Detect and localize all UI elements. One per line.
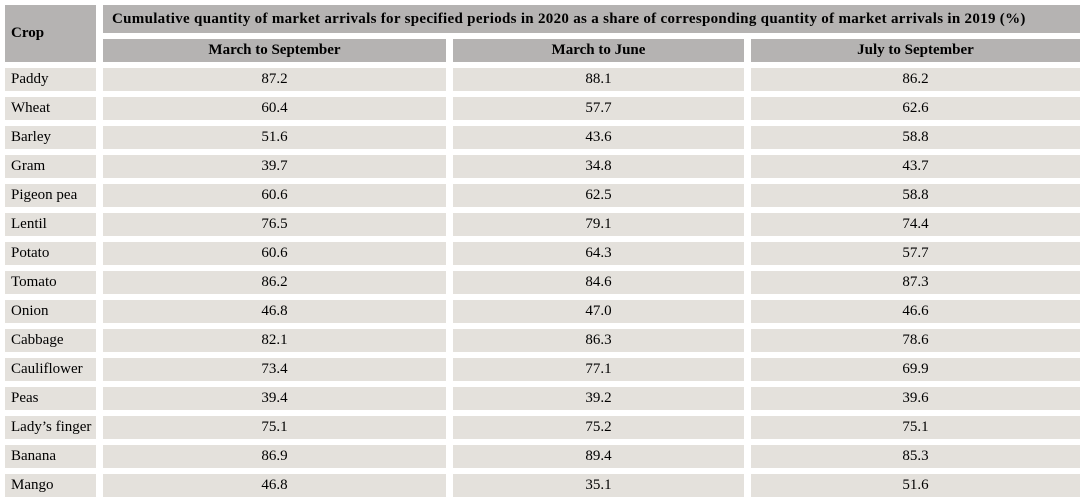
value-cell-march-to-june: 77.1 xyxy=(453,358,744,381)
value-cell-march-to-june: 79.1 xyxy=(453,213,744,236)
crop-name-cell: Onion xyxy=(5,300,96,323)
value-cell-march-to-june: 47.0 xyxy=(453,300,744,323)
value-cell-march-to-september: 82.1 xyxy=(103,329,446,352)
col-header-march-to-june: March to June xyxy=(453,39,744,62)
value-cell-july-to-september: 46.6 xyxy=(751,300,1080,323)
value-cell-july-to-september: 69.9 xyxy=(751,358,1080,381)
value-cell-july-to-september: 74.4 xyxy=(751,213,1080,236)
value-cell-march-to-june: 34.8 xyxy=(453,155,744,178)
crop-name-cell: Lentil xyxy=(5,213,96,236)
crop-name-cell: Wheat xyxy=(5,97,96,120)
crop-name-cell: Tomato xyxy=(5,271,96,294)
crop-name-cell: Potato xyxy=(5,242,96,265)
value-cell-march-to-june: 84.6 xyxy=(453,271,744,294)
value-cell-march-to-june: 88.1 xyxy=(453,68,744,91)
value-cell-march-to-september: 60.6 xyxy=(103,184,446,207)
col-header-march-to-september: March to September xyxy=(103,39,446,62)
value-cell-march-to-september: 39.4 xyxy=(103,387,446,410)
value-cell-july-to-september: 62.6 xyxy=(751,97,1080,120)
value-cell-march-to-june: 89.4 xyxy=(453,445,744,468)
crop-name-cell: Barley xyxy=(5,126,96,149)
value-cell-march-to-june: 64.3 xyxy=(453,242,744,265)
value-cell-july-to-september: 85.3 xyxy=(751,445,1080,468)
value-cell-july-to-september: 86.2 xyxy=(751,68,1080,91)
value-cell-march-to-september: 51.6 xyxy=(103,126,446,149)
value-cell-march-to-june: 39.2 xyxy=(453,387,744,410)
value-cell-july-to-september: 58.8 xyxy=(751,126,1080,149)
value-cell-march-to-june: 62.5 xyxy=(453,184,744,207)
value-cell-march-to-june: 57.7 xyxy=(453,97,744,120)
col-header-july-to-september: July to September xyxy=(751,39,1080,62)
value-cell-march-to-september: 87.2 xyxy=(103,68,446,91)
value-cell-july-to-september: 58.8 xyxy=(751,184,1080,207)
crop-name-cell: Lady’s finger xyxy=(5,416,96,439)
value-cell-march-to-september: 60.4 xyxy=(103,97,446,120)
table-title-header: Cumulative quantity of market arrivals f… xyxy=(103,5,1080,33)
value-cell-march-to-september: 46.8 xyxy=(103,474,446,497)
value-cell-july-to-september: 75.1 xyxy=(751,416,1080,439)
value-cell-march-to-september: 39.7 xyxy=(103,155,446,178)
crop-name-cell: Mango xyxy=(5,474,96,497)
value-cell-march-to-june: 43.6 xyxy=(453,126,744,149)
crop-name-cell: Cauliflower xyxy=(5,358,96,381)
crop-name-cell: Gram xyxy=(5,155,96,178)
value-cell-july-to-september: 43.7 xyxy=(751,155,1080,178)
value-cell-july-to-september: 57.7 xyxy=(751,242,1080,265)
value-cell-march-to-september: 76.5 xyxy=(103,213,446,236)
value-cell-march-to-june: 75.2 xyxy=(453,416,744,439)
crop-name-cell: Peas xyxy=(5,387,96,410)
crop-name-cell: Banana xyxy=(5,445,96,468)
crop-name-cell: Pigeon pea xyxy=(5,184,96,207)
value-cell-march-to-september: 60.6 xyxy=(103,242,446,265)
value-cell-march-to-september: 86.9 xyxy=(103,445,446,468)
value-cell-march-to-june: 35.1 xyxy=(453,474,744,497)
value-cell-march-to-june: 86.3 xyxy=(453,329,744,352)
crop-column-header: Crop xyxy=(5,5,96,62)
value-cell-july-to-september: 39.6 xyxy=(751,387,1080,410)
value-cell-july-to-september: 51.6 xyxy=(751,474,1080,497)
value-cell-july-to-september: 78.6 xyxy=(751,329,1080,352)
value-cell-march-to-september: 73.4 xyxy=(103,358,446,381)
value-cell-july-to-september: 87.3 xyxy=(751,271,1080,294)
crop-name-cell: Cabbage xyxy=(5,329,96,352)
value-cell-march-to-september: 75.1 xyxy=(103,416,446,439)
value-cell-march-to-september: 46.8 xyxy=(103,300,446,323)
value-cell-march-to-september: 86.2 xyxy=(103,271,446,294)
crop-name-cell: Paddy xyxy=(5,68,96,91)
